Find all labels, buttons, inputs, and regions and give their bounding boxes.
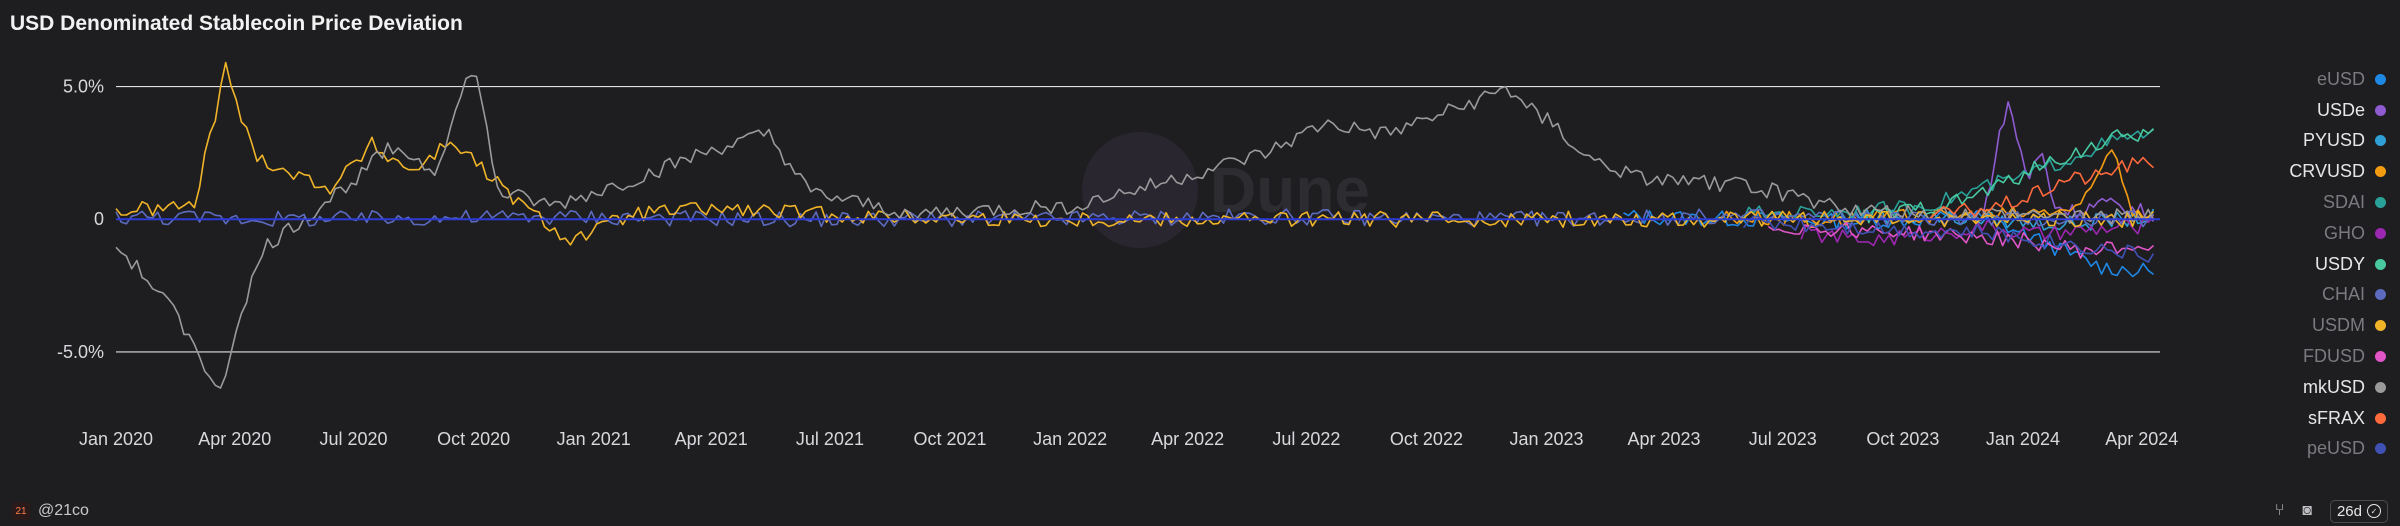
brand-logo-icon: 21 (12, 502, 30, 520)
legend-label: eUSD (2316, 68, 2365, 89)
legend-item-pyusd[interactable]: PYUSD (2303, 126, 2386, 157)
x-tick-label: Oct 2022 (1390, 429, 1463, 449)
camera-icon[interactable]: ◙ (2302, 502, 2312, 519)
legend-dot-icon (2375, 73, 2386, 85)
legend-label: CRVUSD (2289, 161, 2365, 182)
legend-label: SDAI (2322, 192, 2365, 213)
legend-label: CHAI (2321, 284, 2365, 305)
legend-item-chai[interactable]: CHAI (2322, 280, 2386, 311)
legend-label: peUSD (2306, 438, 2365, 459)
legend-item-gho[interactable]: GHO (2324, 218, 2386, 249)
legend-dot-icon (2375, 104, 2386, 116)
series-line-sdai (1742, 127, 2155, 221)
footer: 21 @21co ⑂ ◙ 26d ✓ (0, 496, 2400, 526)
x-tick-label: Apr 2021 (675, 429, 748, 449)
legend-dot-icon (2375, 197, 2386, 209)
series-line-fdusd (1767, 221, 2155, 259)
series-line-eusd (1623, 209, 2154, 278)
legend-label: USDY (2314, 253, 2365, 274)
x-tick-label: Jan 2022 (1033, 429, 1107, 449)
legend-label: GHO (2323, 222, 2365, 243)
legend-item-usdy[interactable]: USDY (2315, 249, 2386, 280)
legend-label: USDM (2312, 315, 2365, 336)
x-tick-label: Jul 2021 (796, 429, 864, 449)
chart-title: USD Denominated Stablecoin Price Deviati… (10, 12, 463, 35)
legend-dot-icon (2375, 320, 2386, 332)
x-tick-label: Oct 2023 (1866, 429, 1939, 449)
x-tick-label: Jan 2020 (79, 429, 153, 449)
brand-handle[interactable]: @21co (38, 502, 89, 519)
fork-icon[interactable]: ⑂ (2274, 502, 2285, 519)
legend-dot-icon (2375, 135, 2386, 147)
legend-dot-icon (2375, 289, 2386, 301)
legend-label: PYUSD (2302, 130, 2365, 151)
watermark-logo-icon (1082, 132, 1198, 248)
legend-item-mkusd[interactable]: mkUSD (2303, 372, 2386, 403)
legend-dot-icon (2375, 412, 2386, 424)
legend-item-peusd[interactable]: peUSD (2307, 434, 2386, 465)
legend-item-fdusd[interactable]: FDUSD (2303, 341, 2386, 372)
x-tick-label: Jul 2020 (320, 429, 388, 449)
legend-dot-icon (2375, 227, 2386, 239)
legend-dot-icon (2375, 166, 2386, 178)
legend-item-eusd[interactable]: eUSD (2317, 64, 2386, 95)
series-line-sfrax (1927, 156, 2155, 221)
legend: eUSD USDe PYUSD CRVUSD SDAI GHO USDY CHAI USDM FD… (2216, 64, 2386, 464)
y-tick-label: -5.0% (57, 342, 104, 362)
refresh-label: 26d (2336, 502, 2362, 520)
refresh-badge[interactable]: 26d ✓ (2329, 499, 2388, 523)
legend-item-sfrax[interactable]: sFRAX (2308, 403, 2386, 434)
x-tick-label: Jan 2024 (1986, 429, 2060, 449)
legend-dot-icon (2375, 258, 2386, 270)
series-line-peusd (1742, 215, 2155, 263)
legend-dot-icon (2375, 381, 2386, 393)
brand[interactable]: 21 @21co (12, 502, 89, 520)
x-tick-label: Apr 2023 (1627, 429, 1700, 449)
legend-dot-icon (2375, 443, 2386, 455)
x-tick-label: Jul 2023 (1749, 429, 1817, 449)
series-line-usde (1981, 101, 2155, 222)
legend-dot-icon (2375, 351, 2386, 363)
x-tick-label: Apr 2022 (1151, 429, 1224, 449)
legend-item-usdm[interactable]: USDM (2312, 310, 2386, 341)
x-tick-label: Apr 2020 (198, 429, 271, 449)
toolbar: ⑂ ◙ 26d ✓ (2274, 499, 2388, 523)
y-tick-label: 0 (94, 209, 104, 229)
legend-label: mkUSD (2303, 376, 2365, 397)
legend-label: USDe (2316, 99, 2365, 120)
series-line-chai (115, 208, 2155, 228)
y-tick-label: 5.0% (63, 77, 104, 97)
x-tick-label: Jan 2023 (1509, 429, 1583, 449)
x-tick-label: Jul 2022 (1272, 429, 1340, 449)
x-tick-label: Apr 2024 (2105, 429, 2178, 449)
legend-label: FDUSD (2303, 346, 2365, 367)
series-line-crvusd (1720, 149, 2154, 226)
check-circle-icon: ✓ (2367, 504, 2381, 518)
legend-item-usde[interactable]: USDe (2317, 95, 2386, 126)
series-line-usdy (1862, 128, 2155, 224)
x-tick-label: Jan 2021 (557, 429, 631, 449)
x-tick-label: Oct 2020 (437, 429, 510, 449)
legend-item-crvusd[interactable]: CRVUSD (2289, 156, 2386, 187)
legend-item-sdai[interactable]: SDAI (2323, 187, 2386, 218)
x-tick-label: Oct 2021 (914, 429, 987, 449)
legend-label: sFRAX (2307, 407, 2365, 428)
series-line-mkusd (115, 74, 2155, 389)
